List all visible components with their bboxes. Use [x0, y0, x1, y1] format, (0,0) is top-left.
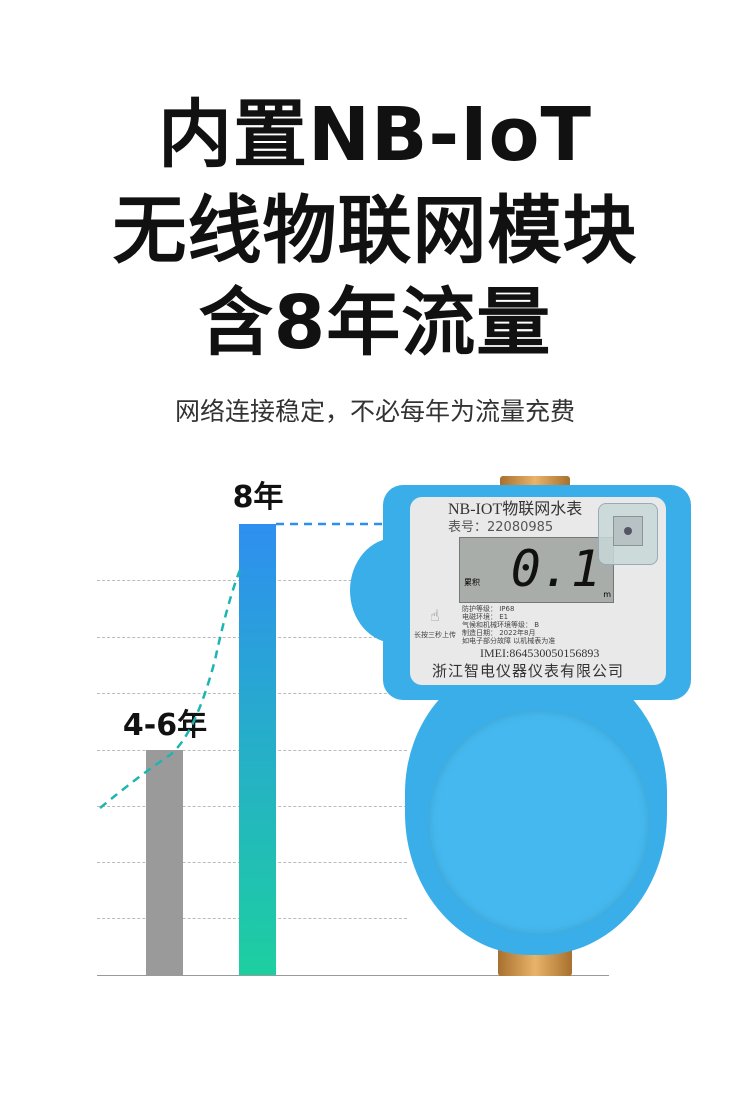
lcd-label: 累积 — [464, 578, 480, 587]
spec-line: 气候和机械环境等级： B — [462, 621, 540, 629]
headline-line-2: 无线物联网模块 — [112, 188, 638, 274]
headline-line-3: 含8年流量 — [198, 280, 552, 366]
spec-line: 防护等级： IP68 — [462, 605, 515, 613]
meter-specs: 防护等级： IP68 电磁环境： E1 气候和机械环境等级： B 制造日期： 2… — [462, 605, 555, 645]
hand-pointer-icon: ☝ — [430, 606, 440, 625]
baseline — [97, 975, 609, 976]
meter-imei: IMEI:864530050156893 — [480, 646, 600, 660]
bar-label-4-6-years: 4-6年 — [122, 708, 208, 743]
lcd-display: 累积 0.1 m — [459, 537, 614, 603]
lcd-reading: 0.1 — [510, 540, 601, 598]
subtitle: 网络连接稳定，不必每年为流量充费 — [174, 397, 575, 426]
meter-title: NB-IOT物联网水表 — [448, 501, 583, 518]
spec-line: 电磁环境： E1 — [462, 613, 509, 621]
spec-line: 制造日期： 2022年8月 — [462, 629, 536, 637]
upload-button — [598, 503, 658, 565]
meter-number: 表号：22080985 — [448, 520, 554, 535]
meter-cover — [428, 710, 650, 935]
bar-8-years — [239, 524, 276, 975]
upload-hint: 长按三秒上传 — [414, 631, 456, 639]
meter-maker: 浙江智电仪器仪表有限公司 — [432, 662, 625, 680]
lcd-unit: m — [603, 590, 611, 599]
bar-label-8-years: 8年 — [232, 480, 284, 515]
spec-line: 如电子部分故障 以机械表为准 — [462, 637, 556, 645]
bar-4-6-years — [146, 750, 183, 975]
trend-curve — [99, 569, 242, 809]
headline-line-1: 内置NB-IoT — [158, 92, 592, 178]
